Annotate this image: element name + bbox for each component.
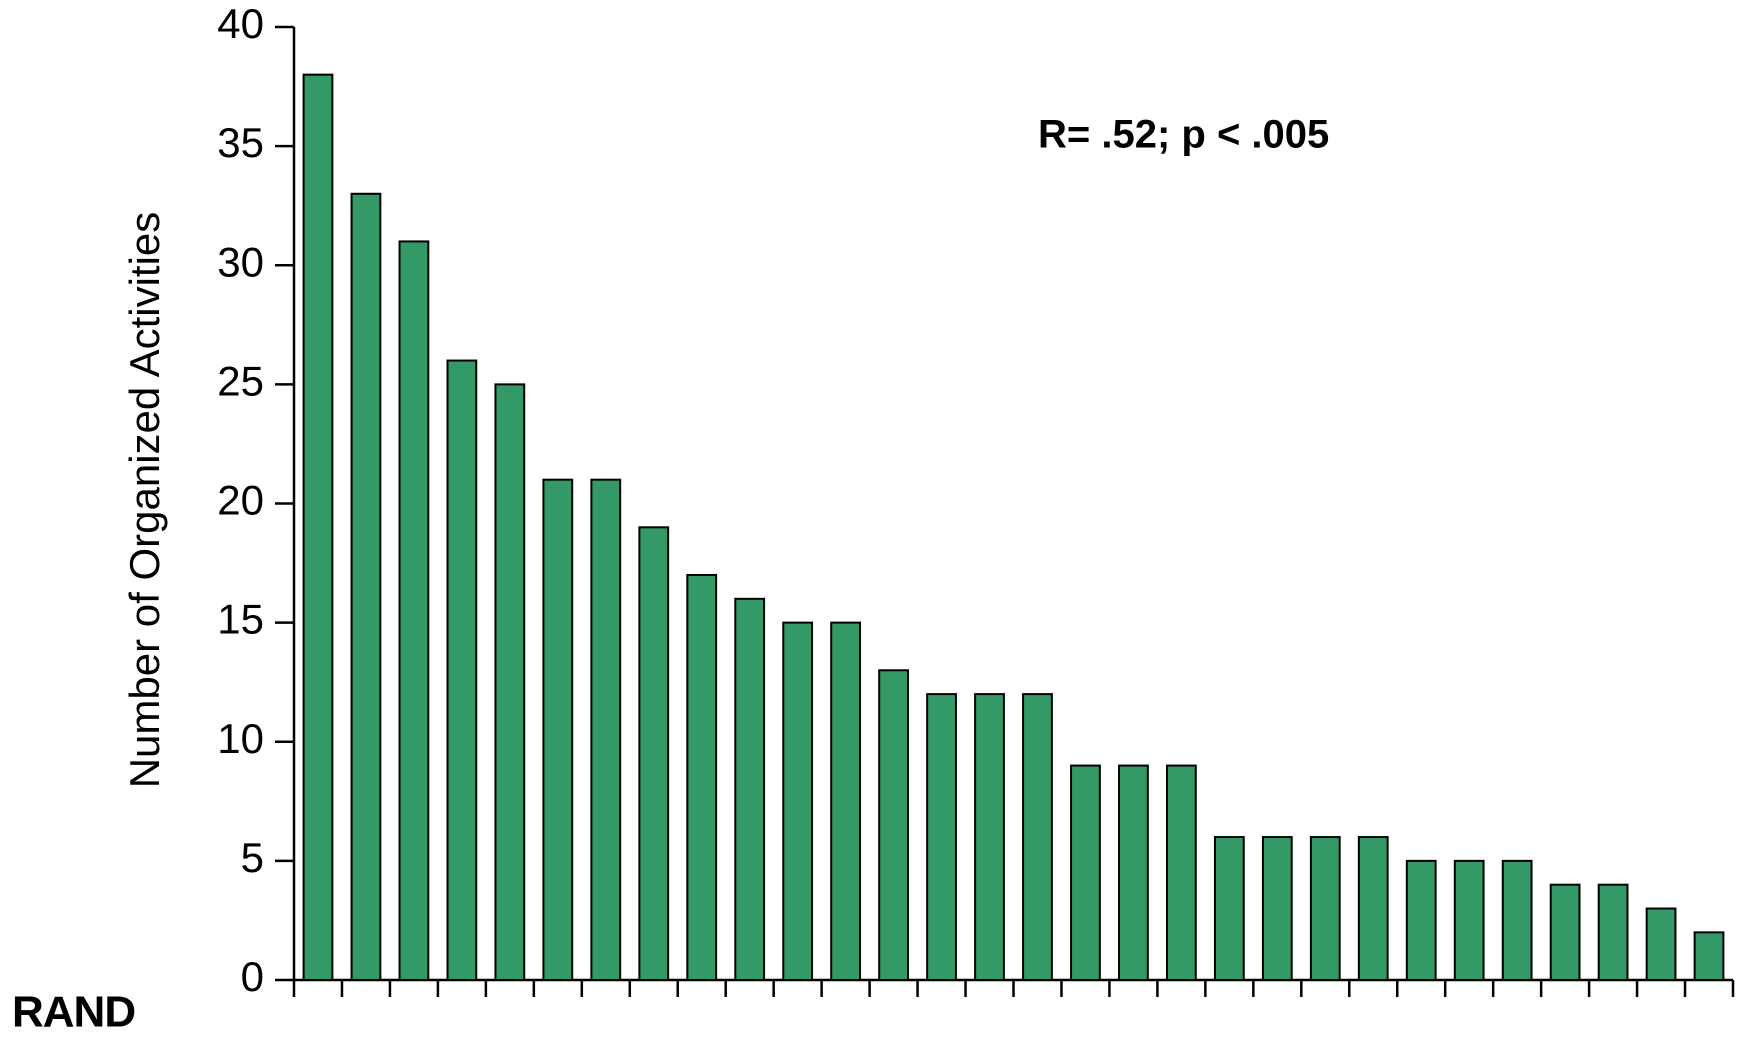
y-tick-label: 15 xyxy=(217,596,264,643)
bar xyxy=(350,192,382,981)
y-tick-label: 30 xyxy=(217,238,264,285)
bar xyxy=(1501,859,1533,981)
bar xyxy=(1070,764,1101,982)
y-tick-label: 10 xyxy=(217,715,264,762)
bar xyxy=(1453,859,1485,981)
bar xyxy=(1022,693,1053,981)
y-axis-label: Number of Organized Activities xyxy=(121,212,168,789)
bar xyxy=(878,669,909,982)
y-tick-label: 5 xyxy=(241,834,264,881)
y-tick-label: 0 xyxy=(241,953,264,1000)
bar xyxy=(398,240,430,982)
annotation: R= .52; p < .005 xyxy=(1038,113,1329,157)
bar xyxy=(302,73,334,981)
bar xyxy=(1309,836,1341,981)
bar xyxy=(830,621,862,981)
bar xyxy=(686,573,718,981)
bar xyxy=(1597,883,1629,982)
bar xyxy=(734,597,766,981)
y-tick-label: 40 xyxy=(217,0,264,47)
bar xyxy=(1118,764,1149,982)
bar xyxy=(446,359,478,981)
bar xyxy=(782,621,814,981)
bar xyxy=(542,478,574,981)
bar xyxy=(494,383,526,981)
y-tick-label: 25 xyxy=(217,357,264,404)
bar xyxy=(1405,859,1437,981)
bar xyxy=(638,526,670,981)
bar xyxy=(974,693,1005,981)
logo: RAND xyxy=(12,988,135,1037)
bar xyxy=(1357,836,1389,981)
bar xyxy=(1645,907,1677,982)
bar xyxy=(1693,931,1725,981)
y-tick-label: 35 xyxy=(217,119,264,166)
bar xyxy=(1261,836,1293,981)
bar xyxy=(1549,883,1581,982)
bar xyxy=(1213,836,1245,981)
bar xyxy=(590,478,622,981)
bar xyxy=(926,693,957,981)
bar xyxy=(1165,764,1197,982)
y-tick-label: 20 xyxy=(217,477,264,524)
